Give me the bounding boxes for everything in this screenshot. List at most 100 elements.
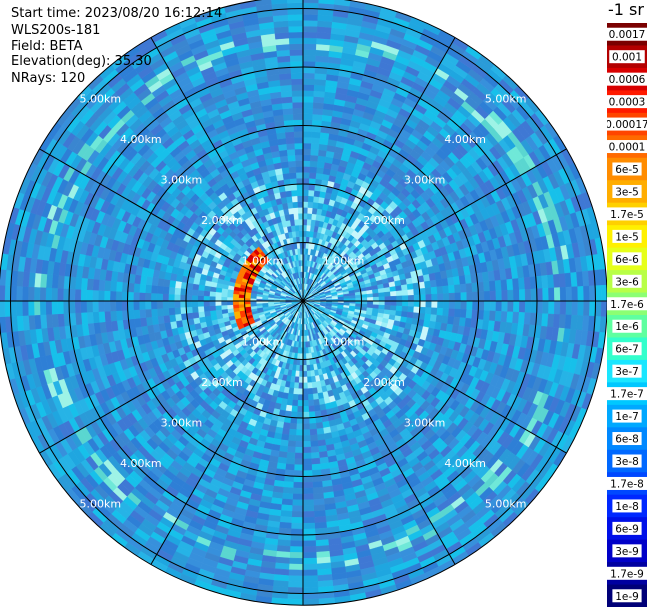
beta-gate (238, 300, 245, 305)
beta-gate (191, 289, 199, 296)
beta-gate (215, 305, 222, 311)
beta-gate (419, 300, 427, 308)
beta-gate (360, 294, 368, 299)
beta-gate (302, 394, 309, 401)
beta-gate (282, 422, 291, 430)
beta-gate (312, 113, 323, 121)
beta-gate (390, 300, 397, 307)
beta-gate (92, 300, 99, 313)
beta-gate (162, 307, 170, 316)
beta-gate (311, 131, 321, 139)
beta-gate (292, 481, 304, 489)
beta-gate (127, 291, 134, 302)
beta-gate (302, 458, 312, 466)
beta-gate (68, 288, 76, 302)
beta-gate (302, 452, 312, 460)
beta-gate (383, 287, 391, 293)
beta-gate (308, 183, 316, 191)
beta-gate (402, 295, 409, 302)
beta-gate (372, 300, 380, 306)
beta-gate (293, 464, 304, 471)
beta-gate (198, 311, 206, 318)
beta-gate (115, 310, 123, 321)
beta-gate (307, 388, 314, 395)
beta-gate (192, 283, 200, 291)
beta-gate (302, 224, 308, 232)
beta-gate (454, 292, 462, 302)
beta-gate (215, 296, 222, 302)
beta-gate (495, 300, 503, 312)
beta-gate (571, 286, 579, 302)
beta-gate (314, 521, 328, 530)
beta-gate (288, 434, 297, 442)
beta-gate (138, 300, 146, 310)
beta-gate (68, 300, 76, 314)
beta-gate (103, 300, 111, 312)
beta-gate (577, 300, 585, 316)
beta-gate (285, 457, 295, 465)
beta-gate (565, 286, 573, 302)
beta-gate (448, 292, 456, 302)
beta-gate (302, 43, 317, 51)
beta-gate (390, 295, 397, 302)
beta-gate (150, 292, 158, 302)
beta-gate (309, 422, 317, 430)
beta-gate (459, 283, 467, 293)
beta-gate (548, 300, 555, 315)
beta-gate (298, 370, 304, 378)
beta-gate (518, 289, 526, 302)
beta-gate (518, 312, 526, 325)
beta-gate (302, 476, 313, 483)
beta-gate (291, 516, 304, 524)
beta-gate (454, 308, 461, 318)
beta-gate (139, 309, 147, 319)
beta-gate (144, 300, 152, 310)
beta-gate (109, 300, 117, 312)
beta-gate (21, 286, 29, 302)
beta-gate (435, 278, 443, 288)
beta-gate (372, 296, 380, 302)
beta-gate (0, 316, 7, 334)
beta-gate (139, 283, 147, 293)
beta-gate (302, 429, 311, 436)
beta-gate (302, 540, 317, 547)
beta-gate (448, 308, 456, 318)
beta-gate (384, 291, 391, 297)
beta-gate (459, 309, 467, 319)
beta-gate (302, 446, 312, 454)
beta-gate (302, 522, 316, 530)
beta-gate (289, 417, 298, 424)
beta-gate (309, 172, 317, 180)
beta-gate (292, 487, 304, 495)
beta-gate (179, 294, 187, 302)
beta-gate (86, 289, 93, 302)
beta-gate (291, 405, 298, 413)
beta-gate (62, 288, 70, 302)
beta-gate (313, 504, 326, 512)
beta-gate (306, 364, 311, 372)
beta-gate (310, 148, 320, 156)
beta-gate (279, 516, 292, 524)
beta-gate (97, 290, 105, 302)
beta-gate (302, 172, 310, 179)
beta-gate (168, 314, 177, 323)
beta-gate (437, 293, 444, 302)
beta-gate (138, 292, 146, 302)
beta-gate (494, 279, 502, 292)
beta-gate (104, 310, 112, 323)
beta-gate (305, 358, 310, 366)
beta-gate (430, 307, 438, 316)
beta-gate (401, 289, 409, 297)
beta-gate (86, 278, 94, 291)
beta-gate (465, 309, 473, 319)
beta-gate (307, 399, 315, 407)
beta-gate (291, 399, 299, 407)
beta-gate (290, 528, 304, 536)
beta-gate (315, 172, 324, 180)
beta-gate (494, 310, 502, 323)
beta-gate (80, 289, 88, 302)
beta-gate (302, 376, 308, 384)
beta-gate (302, 19, 318, 27)
beta-gate (307, 393, 314, 401)
beta-gate (293, 476, 304, 483)
